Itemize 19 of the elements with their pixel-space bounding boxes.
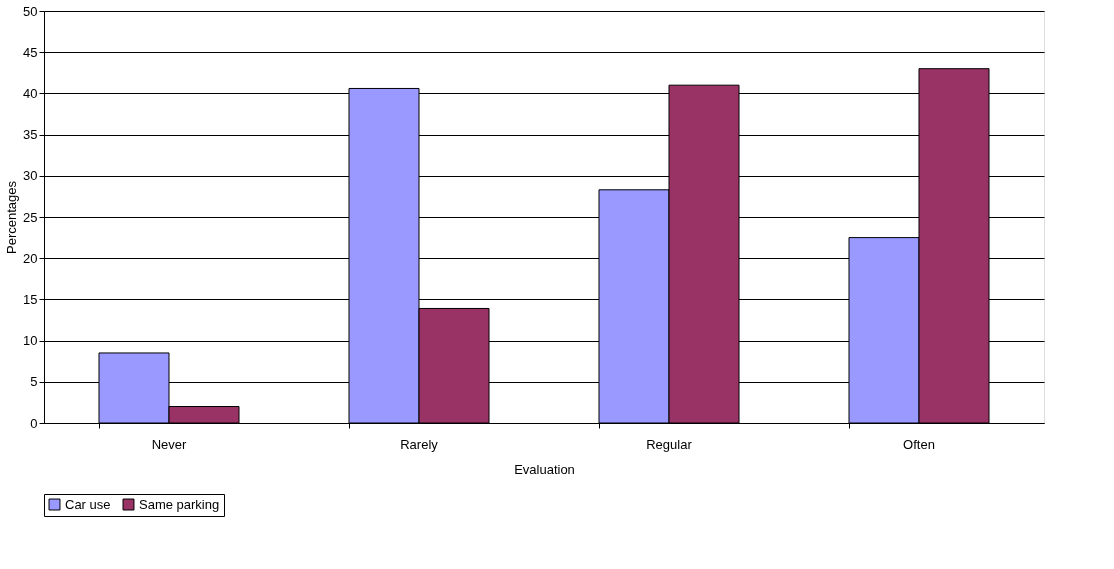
- y-tick-label: 50: [23, 3, 38, 19]
- legend-label: Car use: [65, 496, 111, 512]
- y-tick-label: 25: [23, 209, 38, 225]
- x-tick-label: Never: [151, 436, 187, 452]
- y-tick-label: 35: [23, 127, 38, 143]
- y-tick-label: 0: [30, 415, 38, 431]
- x-tick-label: Often: [903, 436, 935, 452]
- y-tick-label: 15: [23, 291, 38, 307]
- x-tick-label: Regular: [646, 436, 693, 452]
- x-tick-label: Rarely: [400, 436, 439, 452]
- y-tick-label: 30: [23, 168, 38, 184]
- y-tick-label: 20: [23, 250, 38, 266]
- legend-label: Same parking: [139, 496, 220, 512]
- y-axis-title: Percentages: [4, 180, 20, 254]
- y-tick-label: 5: [30, 374, 38, 390]
- y-tick-label: 40: [23, 85, 38, 101]
- y-tick-label: 45: [23, 44, 38, 60]
- x-axis-title: Evaluation: [514, 461, 575, 477]
- y-tick-label: 10: [23, 333, 38, 349]
